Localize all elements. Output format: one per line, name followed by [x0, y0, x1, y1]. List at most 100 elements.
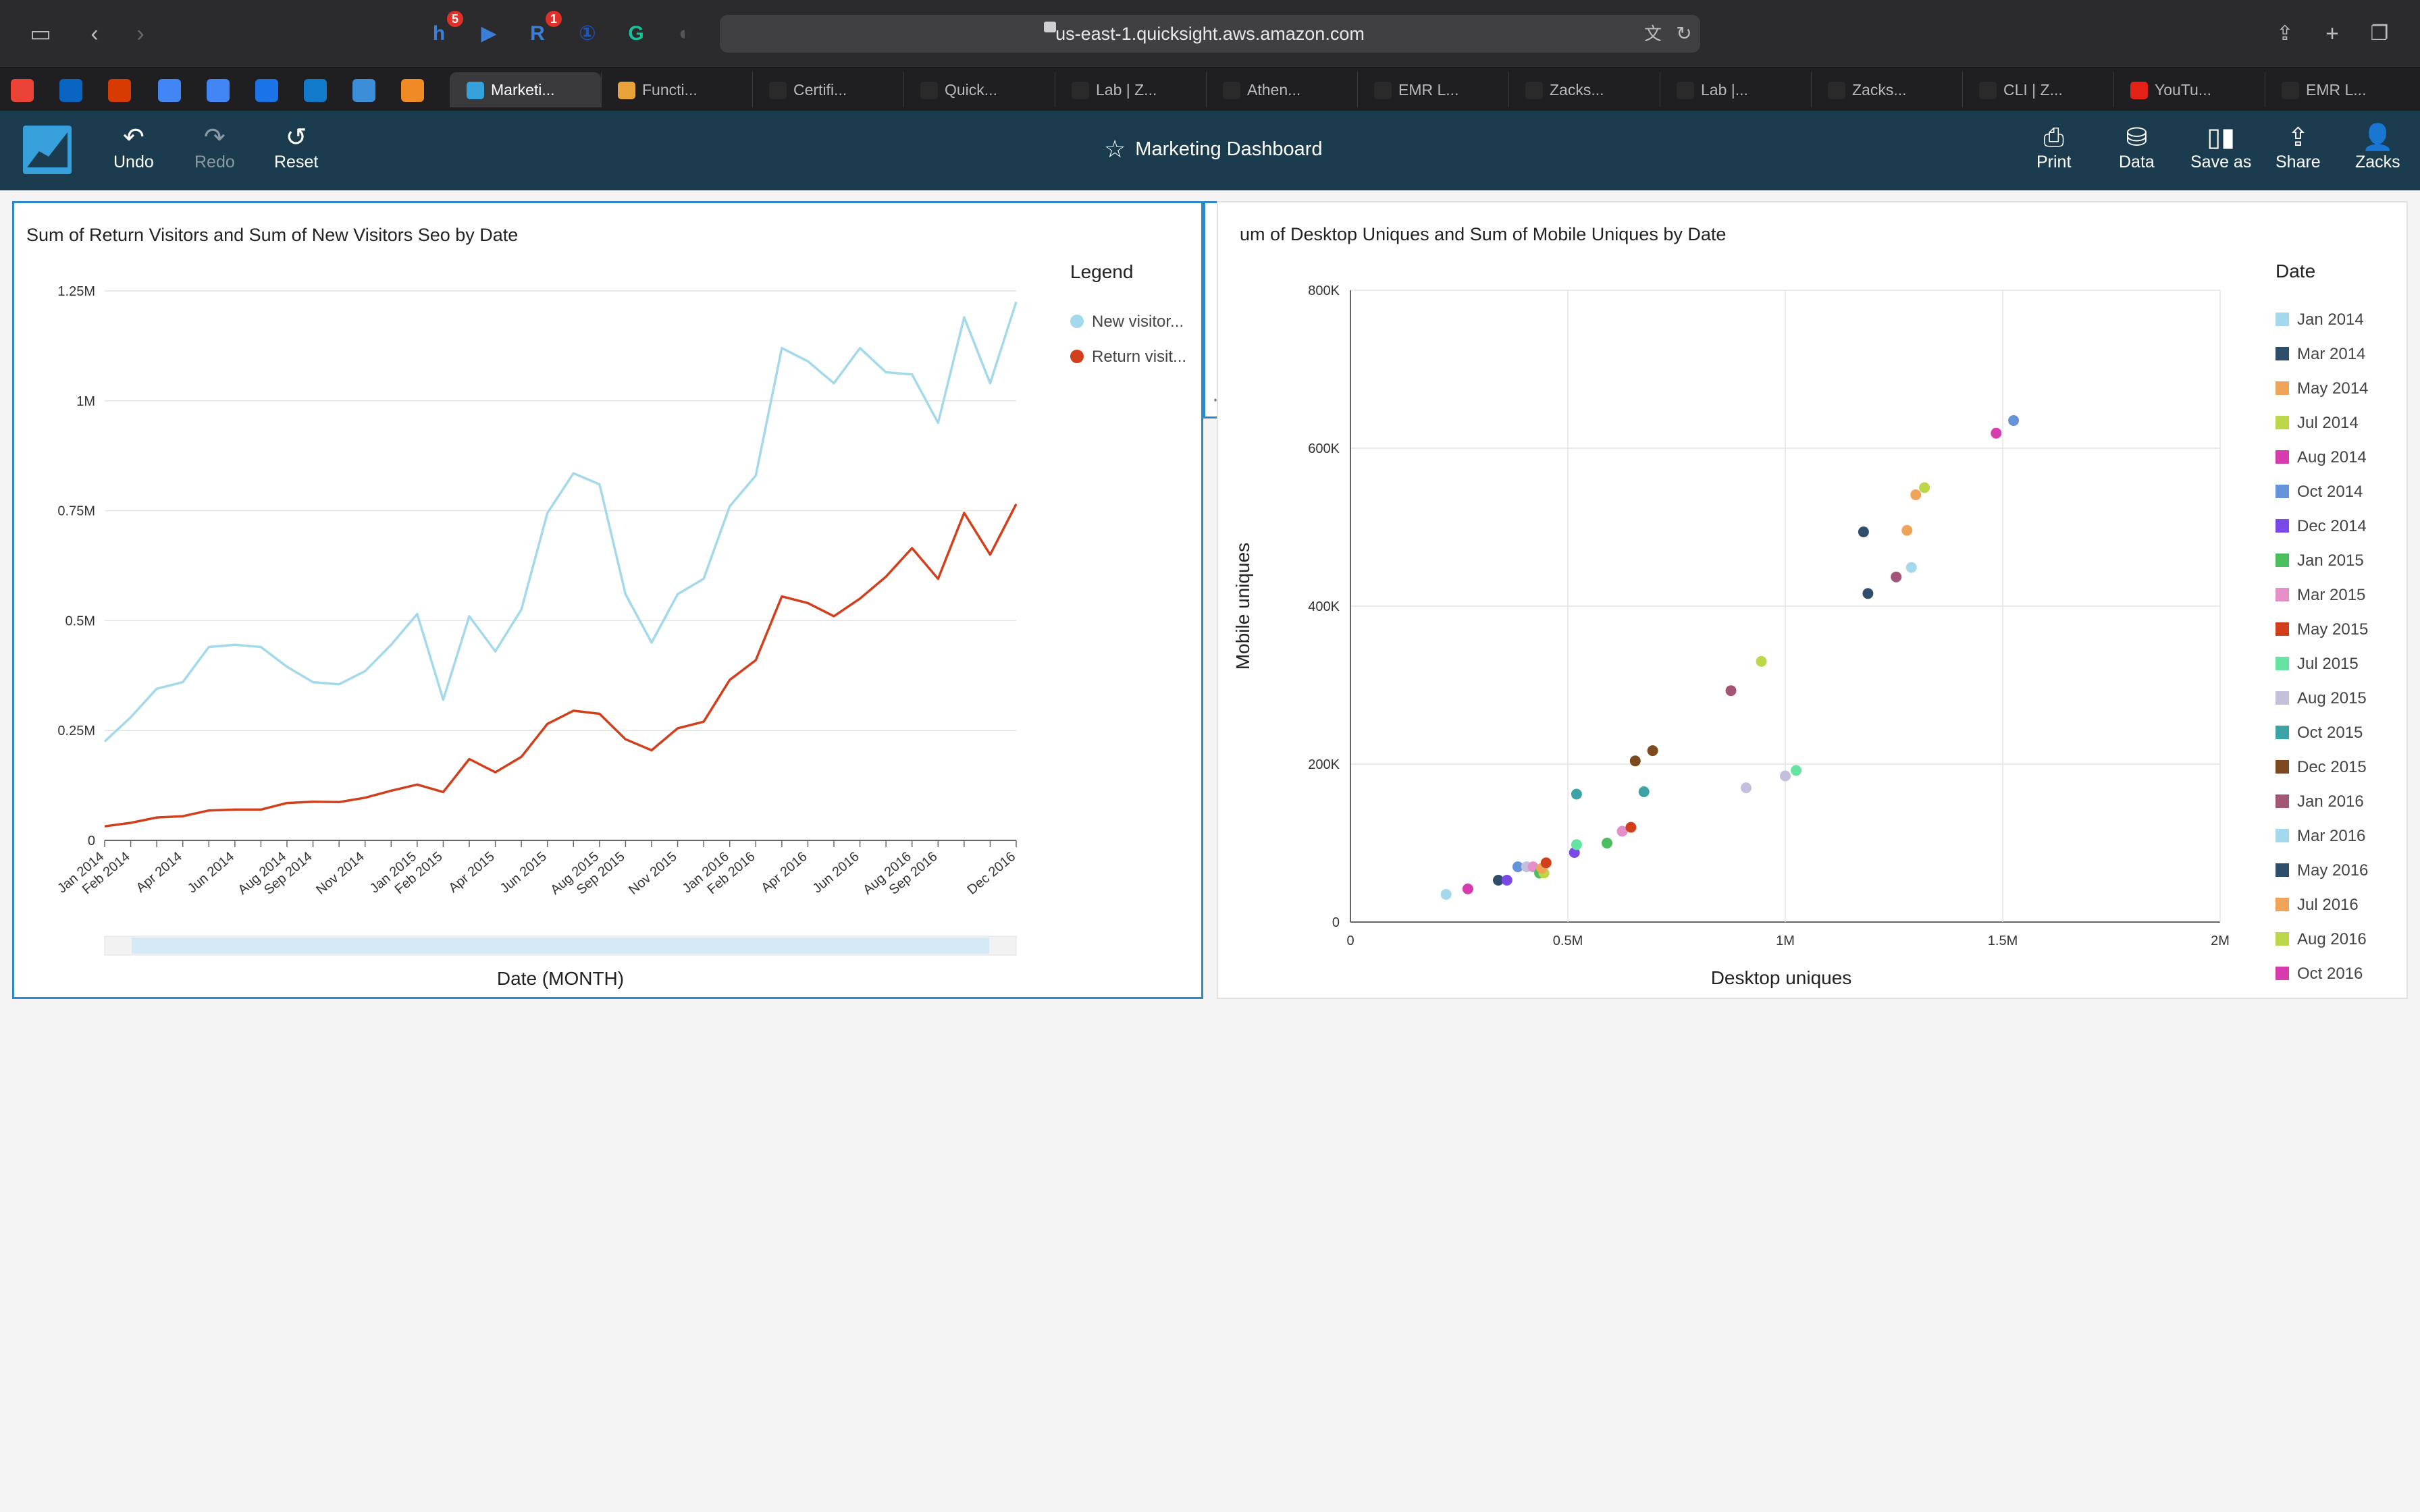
browser-tab[interactable]: Lab | Z...: [1055, 72, 1206, 107]
scatter-point: [1501, 875, 1512, 886]
user-menu-button[interactable]: 👤 Zacks: [2355, 124, 2400, 171]
legend-item[interactable]: May 2016: [2276, 861, 2368, 880]
print-button[interactable]: ⎙ Print: [2036, 124, 2072, 171]
x-tick-label: 2M: [2211, 934, 2230, 948]
legend-item[interactable]: Aug 2014: [2276, 448, 2367, 467]
legend-swatch: [2276, 588, 2289, 601]
browser-tab[interactable]: Quick...: [903, 72, 1055, 107]
scatter-point: [1791, 765, 1802, 776]
legend-swatch: [2276, 794, 2289, 808]
x-tick-label: Jun 2015: [498, 849, 550, 896]
privacy-shield-icon[interactable]: ◐: [678, 22, 691, 45]
legend-item[interactable]: Oct 2015: [2276, 724, 2363, 742]
legend-item[interactable]: Jan 2014: [2276, 310, 2364, 329]
tab-overview-icon[interactable]: ❐: [2370, 22, 2389, 45]
tab-favicon-icon: [1525, 82, 1543, 99]
legend-label: Dec 2015: [2297, 758, 2367, 776]
reload-icon[interactable]: ↻: [1676, 23, 1692, 44]
x-axis-title: Date (MONTH): [497, 968, 624, 989]
browser-tab[interactable]: EMR L...: [2265, 72, 2416, 107]
translate-pinned-icon[interactable]: [158, 79, 181, 102]
line-chart-visual[interactable]: Sum of Return Visitors and Sum of New Vi…: [12, 201, 1203, 999]
legend-item[interactable]: May 2015: [2276, 620, 2368, 639]
legend-item[interactable]: May 2014: [2276, 379, 2368, 398]
calendar-pinned-icon[interactable]: [255, 79, 278, 102]
legend-item[interactable]: Mar 2016: [2276, 827, 2365, 846]
legend-item[interactable]: Return visit...: [1070, 348, 1186, 367]
browser-tab[interactable]: Marketi...: [450, 72, 601, 107]
redo-button[interactable]: ↷ Redo: [194, 124, 235, 171]
redo-icon: ↷: [203, 124, 226, 152]
back-icon[interactable]: ‹: [90, 21, 99, 47]
undo-button[interactable]: ↶ Undo: [113, 124, 154, 171]
readwise-icon[interactable]: ▶: [481, 22, 497, 45]
browser-tab[interactable]: Lab |...: [1660, 72, 1811, 107]
sidebar-toggle-icon[interactable]: ▭: [29, 21, 52, 47]
scatter-chart-visual[interactable]: 0 200K 400K 600K 800K 0 0.5M 1M 1.5M 2M Desktop un…: [1217, 201, 2408, 999]
x-tick-label: Apr 2014: [134, 849, 185, 896]
browser-tab[interactable]: Athen...: [1206, 72, 1357, 107]
scatter-point: [1440, 889, 1452, 900]
tab-favicon-icon: [920, 82, 938, 99]
new-tab-icon[interactable]: +: [2325, 21, 2339, 47]
grammarly-icon[interactable]: G: [628, 22, 644, 45]
legend-swatch: [2276, 381, 2289, 395]
browser-tab[interactable]: EMR L...: [1357, 72, 1508, 107]
dashboard-title[interactable]: ☆ Marketing Dashboard: [1104, 135, 1323, 163]
chase-pinned-icon[interactable]: [304, 79, 327, 102]
forward-icon[interactable]: ›: [136, 21, 144, 47]
share-button[interactable]: ⇪ Share: [2276, 124, 2321, 171]
save-as-button[interactable]: ▯▮ Save as: [2190, 124, 2252, 171]
browser-tab[interactable]: Zacks...: [1811, 72, 1962, 107]
legend-item[interactable]: Jul 2015: [2276, 655, 2359, 674]
reset-button[interactable]: ↺ Reset: [274, 124, 319, 171]
browser-tab[interactable]: Certifi...: [752, 72, 903, 107]
box-pinned-icon[interactable]: [401, 79, 424, 102]
scatter-point: [1910, 489, 1922, 500]
tab-favicon-icon: [1828, 82, 1845, 99]
outlook-pinned-icon[interactable]: [59, 79, 82, 102]
legend-item[interactable]: Aug 2015: [2276, 689, 2367, 708]
quicksight-header: ↶ Undo ↷ Redo ↺ Reset ☆ Marketing Dashboa…: [0, 111, 2420, 190]
legend-item[interactable]: Oct 2014: [2276, 483, 2363, 502]
legend-item[interactable]: Oct 2016: [2276, 965, 2363, 983]
onepassword-icon[interactable]: ①: [579, 22, 596, 45]
translate2-pinned-icon[interactable]: [207, 79, 230, 102]
tab-favicon-icon: [618, 82, 635, 99]
legend-item[interactable]: Aug 2016: [2276, 930, 2367, 949]
office-pinned-icon[interactable]: [108, 79, 131, 102]
legend-item[interactable]: Mar 2015: [2276, 586, 2365, 605]
line-legend-title: Legend: [1070, 261, 1134, 282]
legend-item[interactable]: Mar 2014: [2276, 345, 2365, 364]
gmail-pinned-icon[interactable]: [11, 79, 34, 102]
y-tick-label: 0.5M: [65, 614, 95, 628]
legend-item[interactable]: Jul 2014: [2276, 414, 2359, 433]
translate-icon[interactable]: 文: [1643, 24, 1662, 44]
browser-tab[interactable]: CLI | Z...: [1962, 72, 2113, 107]
share-browser-icon[interactable]: ⇪: [2276, 22, 2294, 45]
tab-favicon-icon: [1677, 82, 1694, 99]
browser-tab[interactable]: Functi...: [601, 72, 752, 107]
legend-item[interactable]: Jul 2016: [2276, 896, 2359, 915]
tab-favicon-icon: [467, 82, 484, 99]
data-icon: ⛁: [2126, 124, 2148, 152]
star-icon[interactable]: ☆: [1104, 135, 1126, 163]
tesla-pinned-icon[interactable]: [352, 79, 375, 102]
legend-item[interactable]: Dec 2014: [2276, 517, 2367, 536]
browser-tab[interactable]: YouTu...: [2113, 72, 2265, 107]
address-bar[interactable]: us-east-1.quicksight.aws.amazon.com: [720, 15, 1700, 53]
legend-item[interactable]: Jan 2016: [2276, 792, 2364, 811]
y-tick-label: 800K: [1308, 284, 1340, 298]
legend-item[interactable]: Dec 2015: [2276, 758, 2367, 777]
legend-item[interactable]: New visitor...: [1070, 313, 1184, 331]
scatter-chart-plot: 0 200K 400K 600K 800K 0 0.5M 1M 1.5M 2M Desktop un…: [1232, 284, 2230, 988]
quicksight-logo-icon[interactable]: [23, 126, 72, 174]
browser-tab[interactable]: Zacks...: [1508, 72, 1660, 107]
legend-item[interactable]: Jan 2015: [2276, 551, 2364, 570]
lock-icon: [1044, 22, 1056, 32]
data-button[interactable]: ⛁ Data: [2119, 124, 2155, 171]
scatter-point: [1616, 826, 1628, 837]
